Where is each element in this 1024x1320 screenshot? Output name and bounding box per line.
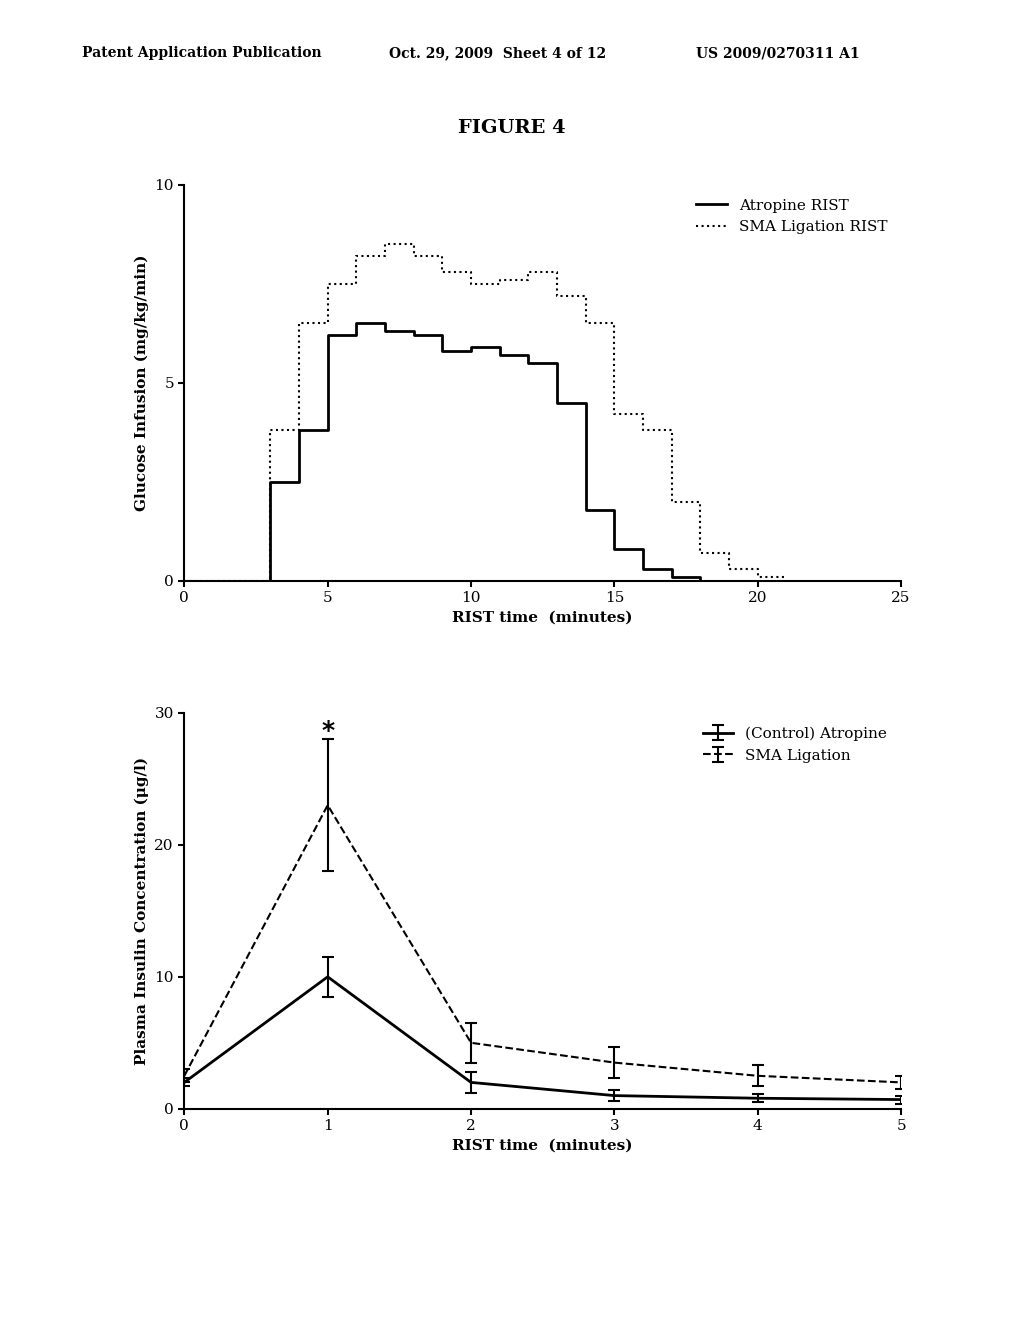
- Atropine RIST: [608, 502, 621, 517]
- X-axis label: RIST time  (minutes): RIST time (minutes): [453, 611, 633, 624]
- Atropine RIST: [408, 323, 420, 339]
- SMA Ligation RIST: [264, 573, 276, 589]
- Atropine RIST: [694, 569, 707, 585]
- SMA Ligation RIST: [608, 407, 621, 422]
- Atropine RIST: [322, 327, 334, 343]
- Y-axis label: Glucose Infusion (mg/kg/min): Glucose Infusion (mg/kg/min): [134, 255, 148, 511]
- Atropine RIST: [580, 502, 592, 517]
- Atropine RIST: [494, 339, 506, 355]
- Atropine RIST: [694, 573, 707, 589]
- SMA Ligation RIST: [494, 276, 506, 292]
- Atropine RIST: [666, 569, 678, 585]
- Atropine RIST: [350, 315, 362, 331]
- SMA Ligation RIST: [264, 422, 276, 438]
- SMA Ligation RIST: [350, 248, 362, 264]
- SMA Ligation RIST: [293, 422, 305, 438]
- Text: *: *: [322, 719, 334, 743]
- X-axis label: RIST time  (minutes): RIST time (minutes): [453, 1139, 633, 1152]
- SMA Ligation RIST: [236, 573, 248, 589]
- Atropine RIST: [207, 573, 219, 589]
- Legend: (Control) Atropine, SMA Ligation: (Control) Atropine, SMA Ligation: [696, 721, 894, 768]
- SMA Ligation RIST: [322, 276, 334, 292]
- SMA Ligation RIST: [580, 288, 592, 304]
- Atropine RIST: [379, 315, 391, 331]
- Legend: Atropine RIST, SMA Ligation RIST: Atropine RIST, SMA Ligation RIST: [690, 193, 894, 240]
- SMA Ligation RIST: [207, 573, 219, 589]
- SMA Ligation RIST: [551, 288, 563, 304]
- Atropine RIST: [465, 343, 477, 359]
- SMA Ligation RIST: [637, 422, 649, 438]
- SMA Ligation RIST: [580, 315, 592, 331]
- Atropine RIST: [293, 422, 305, 438]
- Atropine RIST: [350, 327, 362, 343]
- SMA Ligation RIST: [408, 248, 420, 264]
- Atropine RIST: [637, 541, 649, 557]
- Atropine RIST: [723, 573, 735, 589]
- Y-axis label: Plasma Insulin Concentration (μg/l): Plasma Insulin Concentration (μg/l): [134, 756, 148, 1065]
- Atropine RIST: [264, 474, 276, 490]
- SMA Ligation RIST: [752, 561, 764, 577]
- Text: Patent Application Publication: Patent Application Publication: [82, 46, 322, 61]
- Atropine RIST: [723, 573, 735, 589]
- SMA Ligation RIST: [494, 272, 506, 288]
- Line: SMA Ligation RIST: SMA Ligation RIST: [184, 244, 786, 581]
- Atropine RIST: [178, 573, 190, 589]
- Atropine RIST: [436, 343, 449, 359]
- Atropine RIST: [465, 339, 477, 355]
- SMA Ligation RIST: [780, 569, 793, 585]
- Atropine RIST: [236, 573, 248, 589]
- Atropine RIST: [408, 327, 420, 343]
- Atropine RIST: [522, 347, 535, 363]
- SMA Ligation RIST: [436, 264, 449, 280]
- SMA Ligation RIST: [436, 248, 449, 264]
- SMA Ligation RIST: [723, 561, 735, 577]
- Atropine RIST: [637, 561, 649, 577]
- Atropine RIST: [322, 422, 334, 438]
- SMA Ligation RIST: [752, 569, 764, 585]
- Atropine RIST: [551, 395, 563, 411]
- Text: US 2009/0270311 A1: US 2009/0270311 A1: [696, 46, 860, 61]
- SMA Ligation RIST: [178, 573, 190, 589]
- Atropine RIST: [608, 541, 621, 557]
- SMA Ligation RIST: [322, 315, 334, 331]
- Atropine RIST: [293, 474, 305, 490]
- SMA Ligation RIST: [379, 236, 391, 252]
- SMA Ligation RIST: [666, 422, 678, 438]
- Atropine RIST: [666, 561, 678, 577]
- SMA Ligation RIST: [723, 545, 735, 561]
- SMA Ligation RIST: [465, 276, 477, 292]
- SMA Ligation RIST: [379, 248, 391, 264]
- SMA Ligation RIST: [666, 494, 678, 510]
- SMA Ligation RIST: [408, 236, 420, 252]
- SMA Ligation RIST: [551, 264, 563, 280]
- SMA Ligation RIST: [350, 276, 362, 292]
- SMA Ligation RIST: [293, 315, 305, 331]
- Atropine RIST: [522, 355, 535, 371]
- Atropine RIST: [580, 395, 592, 411]
- SMA Ligation RIST: [522, 272, 535, 288]
- Atropine RIST: [752, 573, 764, 589]
- Atropine RIST: [379, 323, 391, 339]
- SMA Ligation RIST: [637, 407, 649, 422]
- Atropine RIST: [494, 347, 506, 363]
- SMA Ligation RIST: [694, 545, 707, 561]
- Line: Atropine RIST: Atropine RIST: [184, 323, 758, 581]
- Atropine RIST: [551, 355, 563, 371]
- Atropine RIST: [264, 573, 276, 589]
- Text: Oct. 29, 2009  Sheet 4 of 12: Oct. 29, 2009 Sheet 4 of 12: [389, 46, 606, 61]
- SMA Ligation RIST: [465, 264, 477, 280]
- Atropine RIST: [436, 327, 449, 343]
- SMA Ligation RIST: [694, 494, 707, 510]
- SMA Ligation RIST: [608, 315, 621, 331]
- SMA Ligation RIST: [522, 264, 535, 280]
- Text: FIGURE 4: FIGURE 4: [458, 119, 566, 137]
